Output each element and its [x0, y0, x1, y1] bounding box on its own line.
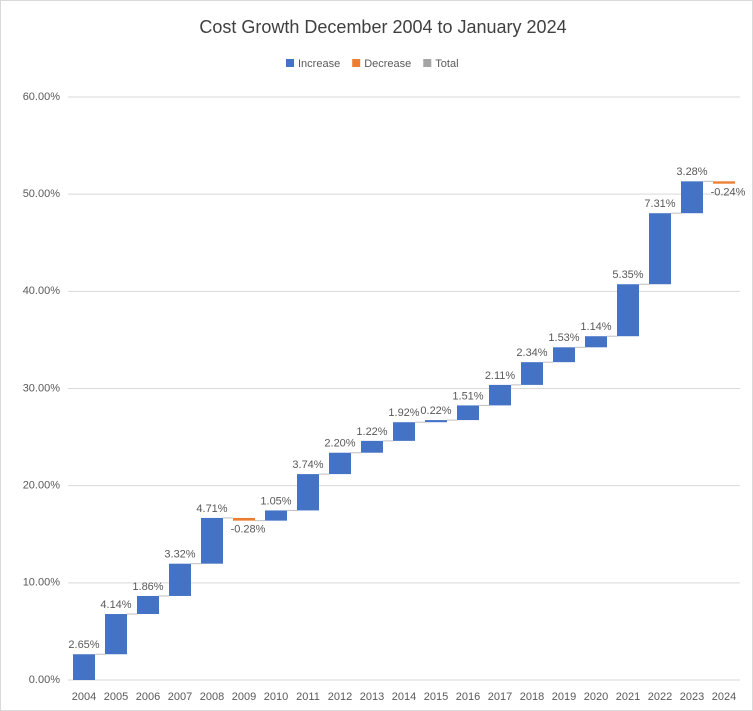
x-tick-label: 2007	[168, 691, 192, 703]
bar	[617, 284, 639, 337]
value-label: 2.65%	[68, 639, 99, 651]
bar	[649, 213, 671, 285]
value-label: 1.14%	[580, 321, 611, 333]
value-label: 3.32%	[164, 549, 195, 561]
value-label: 4.14%	[100, 599, 131, 611]
value-label: 2.34%	[516, 347, 547, 359]
bar	[361, 440, 383, 453]
value-label: 5.35%	[612, 269, 643, 281]
x-tick-label: 2020	[584, 691, 608, 703]
bar	[681, 181, 703, 214]
y-tick-label: 60.00%	[23, 91, 61, 103]
value-label: 2.11%	[485, 370, 516, 382]
bar	[553, 347, 575, 363]
value-label: 1.05%	[260, 495, 291, 507]
value-label: 4.71%	[196, 503, 227, 515]
y-tick-label: 30.00%	[23, 382, 61, 394]
legend-swatch	[423, 59, 432, 67]
bar	[521, 362, 543, 385]
bar	[297, 474, 319, 511]
x-tick-label: 2016	[456, 691, 480, 703]
bar	[233, 517, 255, 521]
bar	[265, 510, 287, 521]
value-label: -0.28%	[231, 524, 266, 536]
x-tick-label: 2010	[264, 691, 288, 703]
value-label: 1.53%	[548, 332, 579, 344]
value-label: 3.74%	[292, 459, 323, 471]
bar	[585, 336, 607, 348]
bar	[489, 384, 511, 406]
value-label: 1.86%	[132, 581, 163, 593]
legend-swatch	[352, 59, 361, 67]
chart-title: Cost Growth December 2004 to January 202…	[199, 17, 566, 37]
bar	[201, 517, 223, 564]
value-label: 1.22%	[356, 426, 387, 438]
x-tick-label: 2008	[200, 691, 224, 703]
x-tick-label: 2006	[136, 691, 160, 703]
x-tick-label: 2013	[360, 691, 384, 703]
bar	[457, 405, 479, 421]
legend-label: Total	[435, 58, 458, 70]
value-label: 1.92%	[388, 407, 419, 419]
bar	[137, 595, 159, 615]
bar	[393, 422, 415, 441]
value-label: 0.22%	[420, 405, 451, 417]
y-tick-label: 40.00%	[23, 285, 61, 297]
x-tick-label: 2018	[520, 691, 544, 703]
value-label: 2.20%	[324, 438, 355, 450]
bar	[73, 654, 95, 680]
value-label: 7.31%	[644, 198, 675, 210]
bar	[713, 181, 735, 184]
y-tick-label: 10.00%	[23, 577, 61, 589]
value-label: 3.28%	[676, 166, 707, 178]
x-tick-label: 2009	[232, 691, 256, 703]
x-tick-label: 2021	[616, 691, 640, 703]
bar	[425, 420, 447, 423]
x-tick-label: 2017	[488, 691, 512, 703]
x-tick-label: 2024	[712, 691, 736, 703]
x-tick-label: 2022	[648, 691, 672, 703]
legend-swatch	[286, 59, 294, 67]
x-tick-label: 2011	[296, 691, 320, 703]
y-tick-label: 0.00%	[29, 674, 60, 686]
x-tick-label: 2019	[552, 691, 576, 703]
bar	[105, 614, 127, 655]
value-label: 1.51%	[452, 390, 483, 402]
x-tick-label: 2004	[72, 691, 96, 703]
x-tick-label: 2023	[680, 691, 704, 703]
legend-label: Increase	[298, 58, 340, 70]
x-tick-label: 2005	[104, 691, 128, 703]
y-tick-label: 50.00%	[23, 188, 61, 200]
bar	[329, 452, 351, 475]
x-tick-label: 2014	[392, 691, 416, 703]
value-label: -0.24%	[711, 187, 746, 199]
x-tick-label: 2015	[424, 691, 448, 703]
y-tick-label: 20.00%	[23, 480, 61, 492]
legend-label: Decrease	[364, 58, 411, 70]
bar	[169, 563, 191, 596]
x-tick-label: 2012	[328, 691, 352, 703]
